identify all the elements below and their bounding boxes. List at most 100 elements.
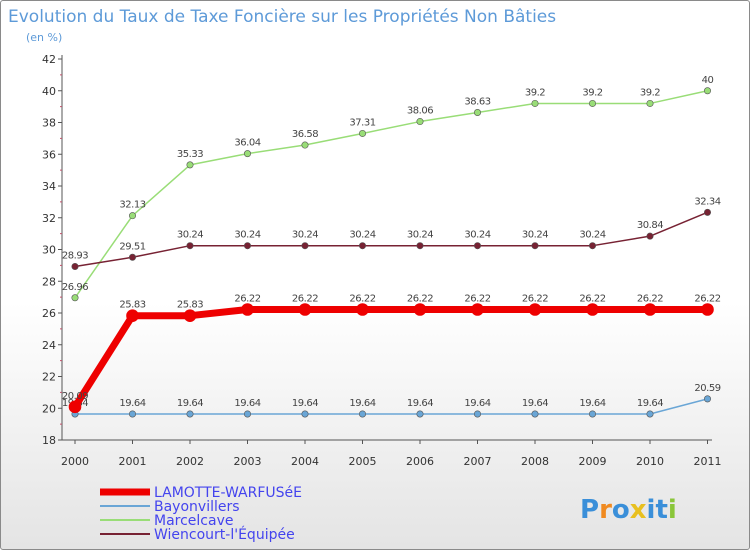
legend-label: Marcelcave — [154, 513, 233, 529]
data-point[interactable] — [129, 410, 137, 418]
y-tick-label: 24 — [42, 339, 56, 352]
data-label: 25.83 — [119, 300, 145, 311]
data-label: 39.2 — [525, 87, 545, 98]
x-tick-label: 2011 — [694, 455, 722, 468]
data-label: 30.84 — [637, 220, 663, 231]
data-point[interactable] — [244, 410, 252, 418]
data-label: 19.64 — [522, 398, 548, 409]
logo-letter: r — [599, 495, 612, 525]
data-label: 26.22 — [234, 294, 260, 305]
data-point[interactable] — [528, 303, 542, 316]
chart-subtitle: (en %) — [26, 31, 62, 44]
data-point[interactable] — [358, 242, 366, 250]
data-point[interactable] — [244, 242, 252, 250]
logo-letter: x — [630, 495, 647, 525]
data-point[interactable] — [643, 303, 657, 316]
data-label: 29.51 — [119, 241, 145, 252]
data-label: 26.22 — [292, 294, 318, 305]
legend-label: Bayonvillers — [154, 499, 240, 515]
data-point[interactable] — [244, 150, 252, 158]
data-label: 32.13 — [119, 200, 145, 211]
x-tick-label: 2001 — [119, 455, 147, 468]
data-point[interactable] — [703, 87, 711, 95]
series-layer: 19.64 19.64 19.64 19.64 19.64 19.64 19.64 19.64… — [62, 75, 721, 418]
data-label: 39.2 — [582, 87, 602, 98]
data-point[interactable] — [703, 395, 711, 403]
y-tick-label: 26 — [42, 307, 56, 320]
x-tick-label: 2010 — [636, 455, 664, 468]
data-point[interactable] — [416, 242, 424, 250]
data-point[interactable] — [241, 303, 254, 316]
x-tick-label: 2005 — [349, 455, 377, 468]
data-point[interactable] — [473, 108, 481, 116]
logo-letter: i — [668, 495, 677, 525]
data-label: 19.64 — [637, 398, 663, 409]
data-point[interactable] — [473, 242, 481, 250]
data-point[interactable] — [588, 242, 596, 250]
data-label: 26.22 — [694, 294, 720, 305]
data-label: 26.22 — [349, 294, 375, 305]
x-tick-label: 2007 — [464, 455, 492, 468]
logo-letter: o — [612, 495, 630, 525]
data-point[interactable] — [356, 303, 369, 316]
data-point[interactable] — [588, 99, 596, 107]
data-point[interactable] — [186, 161, 194, 169]
data-point[interactable] — [71, 262, 79, 270]
series-line — [74, 90, 709, 299]
data-label: 25.83 — [177, 300, 203, 311]
data-point[interactable] — [473, 410, 481, 418]
data-label: 26.22 — [407, 294, 433, 305]
data-point[interactable] — [416, 118, 424, 126]
data-point[interactable] — [129, 212, 137, 220]
data-label: 39.2 — [640, 87, 660, 98]
data-point[interactable] — [646, 232, 654, 240]
x-tick-label: 2000 — [61, 455, 89, 468]
data-point[interactable] — [531, 99, 539, 107]
data-point[interactable] — [646, 410, 654, 418]
data-label: 19.64 — [407, 398, 433, 409]
y-tick-label: 18 — [42, 434, 56, 447]
data-label: 20.59 — [694, 383, 720, 394]
x-tick-label: 2004 — [291, 455, 319, 468]
data-point[interactable] — [471, 303, 484, 316]
data-label: 32.34 — [694, 196, 720, 207]
data-point[interactable] — [701, 303, 714, 316]
data-label: 19.64 — [177, 398, 203, 409]
series-line — [71, 306, 711, 411]
data-point[interactable] — [531, 410, 539, 418]
data-label: 37.31 — [349, 117, 375, 128]
data-point[interactable] — [301, 410, 309, 418]
data-label: 38.63 — [464, 96, 490, 107]
data-point[interactable] — [301, 242, 309, 250]
series-line — [74, 398, 709, 415]
data-point[interactable] — [358, 129, 366, 137]
data-point[interactable] — [358, 410, 366, 418]
legend-label: Wiencourt-l'Équipée — [154, 526, 295, 543]
data-point[interactable] — [126, 309, 139, 322]
y-tick-label: 36 — [42, 148, 56, 161]
data-point[interactable] — [586, 303, 599, 316]
data-point[interactable] — [186, 410, 194, 418]
data-point[interactable] — [298, 303, 312, 316]
data-point[interactable] — [531, 242, 539, 250]
data-point[interactable] — [68, 400, 82, 414]
data-point[interactable] — [301, 141, 309, 149]
data-point[interactable] — [703, 208, 711, 216]
data-point[interactable] — [646, 99, 654, 107]
data-label: 19.64 — [234, 398, 260, 409]
data-label: 19.64 — [119, 398, 145, 409]
data-point[interactable] — [186, 242, 194, 250]
data-label: 19.64 — [292, 398, 318, 409]
y-tick-label: 40 — [42, 85, 56, 98]
logo-letter: P — [580, 495, 599, 525]
data-point[interactable] — [129, 253, 137, 261]
data-label: 30.24 — [349, 230, 375, 241]
data-point[interactable] — [588, 410, 596, 418]
data-label: 26.96 — [62, 282, 88, 293]
data-point[interactable] — [71, 294, 79, 302]
data-point[interactable] — [413, 303, 427, 316]
data-point[interactable] — [416, 410, 424, 418]
data-point[interactable] — [183, 309, 197, 322]
x-tick-label: 2008 — [521, 455, 549, 468]
